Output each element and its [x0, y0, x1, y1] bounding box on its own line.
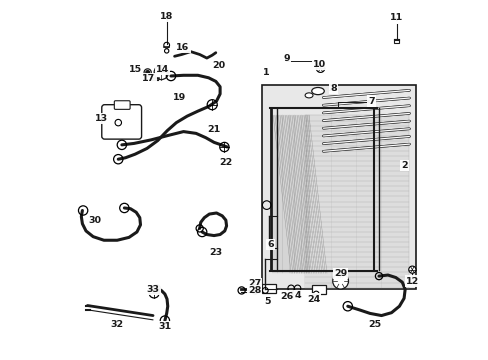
Text: 6: 6: [267, 240, 273, 249]
Text: 3: 3: [288, 291, 295, 300]
Circle shape: [144, 69, 151, 76]
Bar: [261, 85, 415, 289]
Text: 22: 22: [219, 158, 232, 167]
Text: 9: 9: [283, 54, 289, 63]
Ellipse shape: [305, 93, 312, 98]
Text: 28: 28: [247, 286, 261, 295]
Text: 5: 5: [264, 297, 270, 306]
Text: 16: 16: [176, 43, 189, 52]
Text: 24: 24: [306, 294, 320, 303]
Text: 17: 17: [142, 75, 155, 84]
FancyBboxPatch shape: [102, 105, 142, 139]
Text: 18: 18: [160, 12, 173, 21]
Text: 30: 30: [88, 216, 101, 225]
Text: 32: 32: [110, 320, 123, 329]
Text: 20: 20: [212, 61, 225, 70]
Circle shape: [316, 64, 324, 72]
Circle shape: [154, 65, 168, 80]
Text: 33: 33: [146, 285, 159, 294]
Text: 27: 27: [247, 279, 261, 288]
FancyBboxPatch shape: [394, 40, 399, 43]
Circle shape: [145, 71, 149, 74]
Text: 15: 15: [129, 65, 142, 74]
Text: 12: 12: [405, 276, 418, 285]
FancyBboxPatch shape: [114, 101, 130, 109]
Text: 10: 10: [313, 60, 325, 69]
Text: 4: 4: [294, 291, 301, 300]
Text: 29: 29: [333, 269, 346, 278]
Text: 23: 23: [209, 248, 222, 257]
Text: 7: 7: [368, 96, 374, 105]
Text: 25: 25: [367, 320, 380, 329]
Ellipse shape: [311, 87, 324, 95]
Text: 8: 8: [329, 84, 336, 93]
Text: 11: 11: [389, 13, 403, 22]
Circle shape: [332, 273, 348, 289]
Text: 2: 2: [400, 161, 407, 170]
Circle shape: [408, 266, 415, 273]
FancyBboxPatch shape: [311, 285, 325, 294]
Text: 21: 21: [207, 125, 220, 134]
Text: 13: 13: [94, 114, 107, 123]
Text: 26: 26: [280, 292, 293, 301]
Text: 31: 31: [158, 322, 171, 331]
Text: 14: 14: [156, 65, 169, 74]
Text: 1: 1: [263, 68, 269, 77]
Text: 19: 19: [172, 93, 185, 102]
FancyBboxPatch shape: [261, 284, 276, 293]
